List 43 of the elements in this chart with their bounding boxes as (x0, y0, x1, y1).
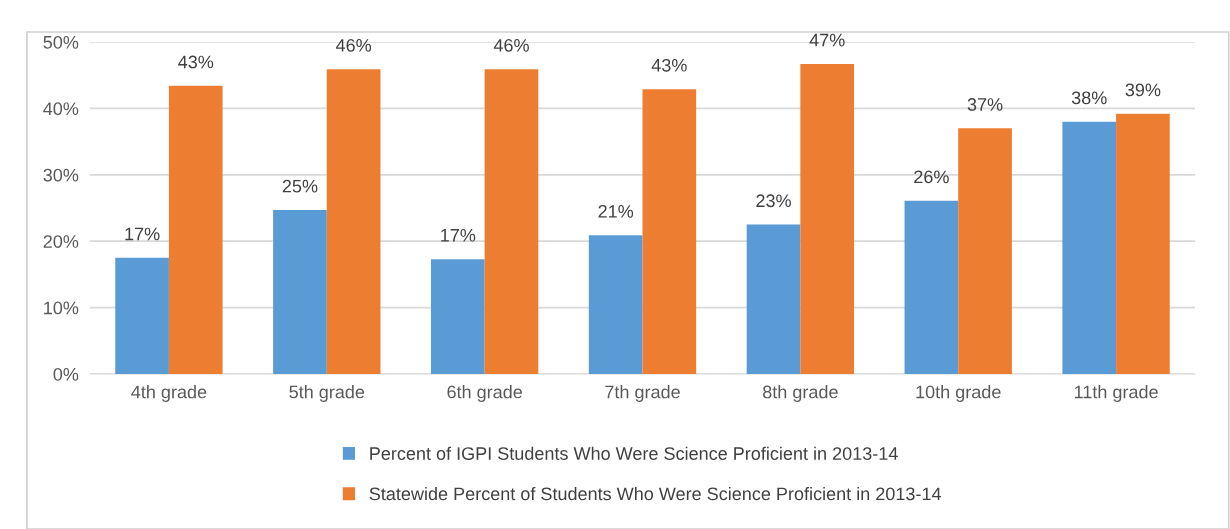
y-tick-label: 40% (43, 102, 79, 116)
data-label: 26% (914, 170, 949, 184)
y-tick-label: 10% (44, 301, 79, 315)
bar (1062, 121, 1117, 374)
x-tick-label: 11th grade (1074, 385, 1158, 402)
data-label: 43% (651, 58, 687, 72)
data-label: 38% (1071, 91, 1107, 105)
x-tick-label: 8th grade (763, 385, 838, 402)
bar (484, 69, 539, 374)
data-label: 46% (335, 38, 372, 52)
bar (115, 257, 169, 374)
data-label: 23% (756, 194, 791, 208)
bar (273, 209, 327, 374)
y-tick-label: 30% (43, 168, 79, 182)
bar (326, 69, 381, 374)
data-label: 17% (125, 227, 160, 241)
data-label: 17% (441, 228, 476, 242)
x-tick-label: 5th grade (289, 385, 365, 402)
data-label: 21% (598, 204, 634, 218)
y-tick-label: 20% (43, 235, 79, 248)
data-label: 47% (809, 33, 845, 47)
bar (746, 224, 801, 374)
x-tick-label: 10th grade (916, 385, 1001, 402)
legend-label: Percent of IGPI Students Who Were Science Proficient in 2013-14 (370, 446, 898, 460)
bar (1116, 113, 1170, 374)
bar (642, 89, 697, 374)
bar (958, 128, 1012, 374)
bar (904, 200, 959, 374)
y-tick-label: 0% (53, 367, 79, 381)
bar (588, 235, 643, 374)
data-label: 25% (282, 179, 318, 193)
data-label: 46% (493, 38, 529, 52)
legend-label: Statewide Percent of Students Who Were Science Proficient in 2013-14 (369, 486, 941, 501)
data-label: 37% (967, 98, 1003, 111)
bar (430, 259, 485, 374)
x-tick-label: 6th grade (447, 385, 522, 402)
bar (800, 63, 855, 374)
x-tick-label: 7th grade (605, 385, 680, 402)
x-tick-label: 4th grade (131, 385, 207, 402)
bar (168, 85, 223, 374)
data-label: 43% (178, 55, 214, 69)
y-tick-label: 50% (43, 35, 79, 49)
data-label: 39% (1125, 83, 1161, 97)
